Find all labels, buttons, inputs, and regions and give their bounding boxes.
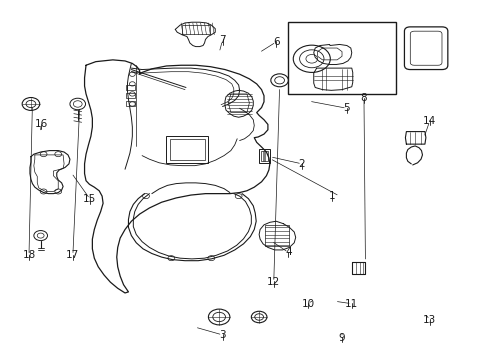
Bar — [264, 225, 289, 246]
Text: 8: 8 — [360, 93, 366, 103]
Text: 6: 6 — [272, 37, 279, 47]
Text: 11: 11 — [345, 299, 358, 309]
Text: 4: 4 — [285, 247, 291, 257]
Bar — [125, 101, 135, 107]
Text: 18: 18 — [22, 250, 36, 260]
Text: 12: 12 — [266, 277, 280, 287]
Bar — [125, 85, 135, 90]
Bar — [170, 139, 204, 160]
Text: 17: 17 — [66, 250, 80, 260]
Text: 5: 5 — [343, 103, 349, 113]
Text: 7: 7 — [219, 35, 225, 45]
Bar — [259, 149, 269, 163]
Text: 2: 2 — [298, 159, 305, 169]
Text: 16: 16 — [35, 120, 48, 129]
Bar — [125, 93, 135, 98]
Bar — [261, 150, 267, 161]
Bar — [166, 136, 207, 163]
Text: 1: 1 — [328, 191, 335, 201]
Text: 9: 9 — [338, 333, 345, 343]
Bar — [288, 22, 395, 94]
Text: 10: 10 — [301, 299, 314, 309]
Text: 3: 3 — [219, 330, 225, 340]
Text: 14: 14 — [422, 116, 435, 126]
Text: 13: 13 — [422, 315, 435, 325]
Text: 15: 15 — [83, 194, 96, 204]
